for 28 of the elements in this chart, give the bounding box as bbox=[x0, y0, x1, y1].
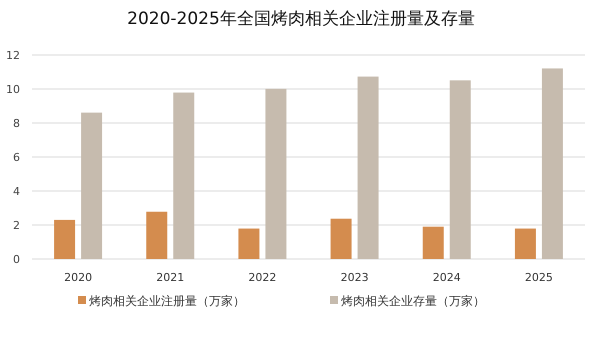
bar bbox=[238, 228, 260, 259]
bar bbox=[450, 80, 471, 259]
bar bbox=[358, 76, 379, 259]
bar bbox=[422, 226, 444, 259]
x-tick-label: 2023 bbox=[340, 271, 369, 284]
y-tick-label: 6 bbox=[13, 151, 20, 164]
bar bbox=[514, 228, 536, 259]
bar bbox=[542, 68, 563, 259]
chart-title: 2020-2025年全国烤肉相关企业注册量及存量 bbox=[127, 9, 475, 29]
x-tick-label: 2021 bbox=[156, 271, 184, 284]
legend-label: 烤肉相关企业存量（万家） bbox=[341, 294, 485, 308]
x-tick-label: 2022 bbox=[248, 271, 276, 284]
legend-label: 烤肉相关企业注册量（万家） bbox=[89, 294, 245, 308]
bar bbox=[173, 92, 194, 259]
x-tick-label: 2025 bbox=[524, 271, 553, 284]
y-tick-label: 2 bbox=[13, 219, 20, 232]
y-tick-label: 4 bbox=[13, 185, 20, 198]
y-tick-label: 10 bbox=[6, 83, 20, 96]
x-tick-label: 2024 bbox=[432, 271, 461, 284]
bar bbox=[54, 220, 76, 259]
y-tick-label: 8 bbox=[13, 117, 20, 130]
bar bbox=[265, 88, 286, 259]
bar bbox=[330, 218, 352, 259]
y-tick-label: 12 bbox=[6, 49, 20, 62]
bar bbox=[146, 212, 168, 259]
y-tick-label: 0 bbox=[13, 253, 20, 266]
bar bbox=[81, 112, 102, 259]
x-tick-label: 2020 bbox=[64, 271, 92, 284]
